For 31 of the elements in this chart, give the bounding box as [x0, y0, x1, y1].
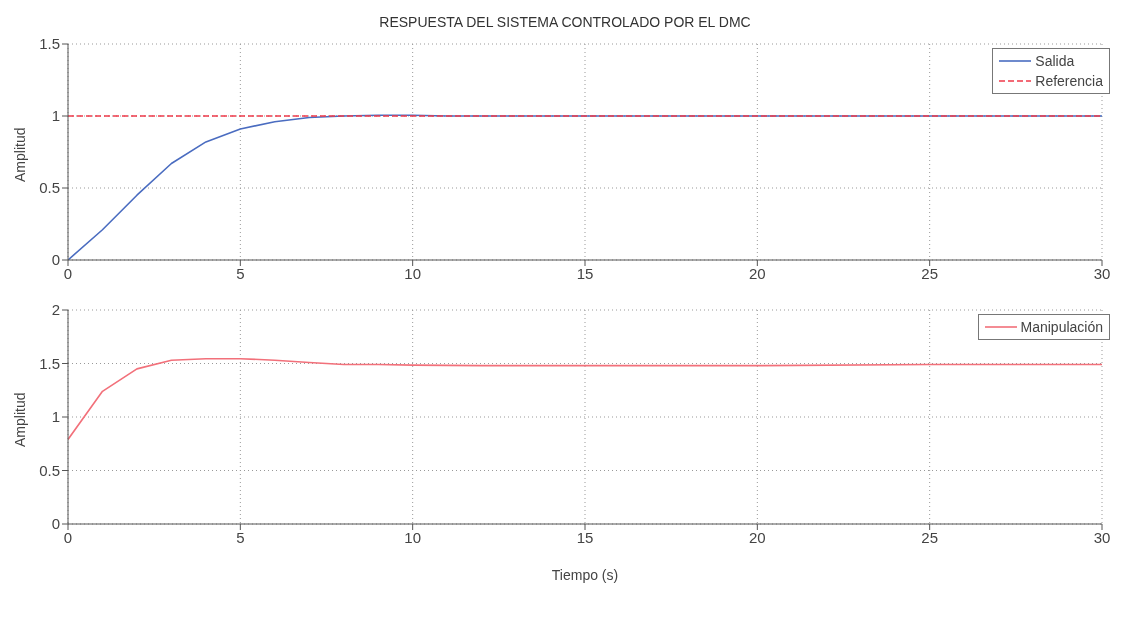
y-tick-label: 1.5 [39, 354, 60, 372]
x-tick-label: 25 [921, 264, 939, 282]
chart-title: RESPUESTA DEL SISTEMA CONTROLADO POR EL DMC [378, 14, 752, 30]
x-tick-label: 5 [236, 528, 245, 546]
y-axis-title: Amplitud [11, 392, 28, 447]
legend-label: Referencia [1035, 72, 1103, 91]
y-tick-label: 0 [51, 515, 60, 533]
x-axis-title: Tiempo (s) [551, 567, 619, 583]
y-tick-label: 0.5 [39, 179, 60, 197]
x-tick-label: 15 [576, 528, 594, 546]
legend-label: Salida [1035, 52, 1075, 71]
y-tick-label: 2 [51, 301, 60, 319]
x-tick-label: 30 [1093, 264, 1111, 282]
y-tick-label: 1.5 [39, 35, 60, 53]
x-tick-label: 15 [576, 264, 594, 282]
legend-label: Manipulación [1020, 318, 1103, 337]
x-tick-label: 20 [748, 264, 766, 282]
x-tick-label: 10 [404, 528, 422, 546]
x-tick-label: 30 [1093, 528, 1111, 546]
x-tick-label: 25 [921, 528, 939, 546]
y-tick-label: 0 [51, 251, 60, 269]
x-tick-label: 0 [63, 528, 73, 546]
x-tick-label: 0 [63, 264, 73, 282]
x-tick-label: 10 [404, 264, 422, 282]
line-series [68, 357, 1102, 441]
x-tick-label: 20 [748, 528, 766, 546]
y-tick-label: 1 [51, 107, 60, 125]
x-tick-label: 5 [236, 264, 245, 282]
y-tick-label: 1 [51, 408, 60, 426]
y-axis-title: Amplitud [11, 127, 28, 182]
y-tick-label: 0.5 [39, 461, 60, 479]
